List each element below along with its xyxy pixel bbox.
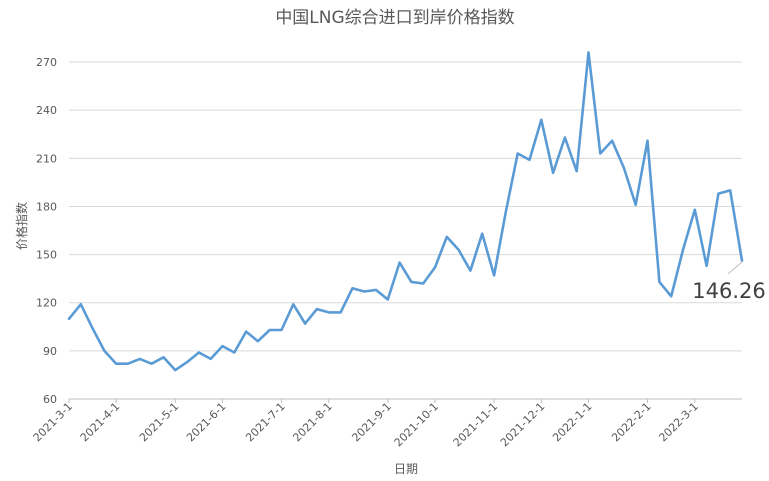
y-tick-label: 180 bbox=[36, 200, 57, 213]
x-tick-label: 2021-12-1 bbox=[498, 400, 547, 449]
series-line bbox=[67, 51, 744, 372]
x-tick-label: 2021-3-1 bbox=[31, 400, 76, 445]
x-tick-label: 2021-9-1 bbox=[349, 400, 394, 445]
grid-lines bbox=[69, 61, 742, 400]
chart-title: 中国LNG综合进口到岸价格指数 bbox=[275, 8, 514, 28]
y-tick-label: 120 bbox=[36, 297, 57, 310]
last-value-label: 146.26 bbox=[692, 279, 765, 303]
y-tick-label: 240 bbox=[36, 104, 57, 117]
y-axis-title: 价格指数 bbox=[14, 202, 29, 250]
y-tick-label: 210 bbox=[36, 152, 57, 165]
series-group bbox=[67, 51, 744, 372]
x-tick-label: 2022-3-1 bbox=[656, 400, 701, 445]
x-tick-label: 2021-4-1 bbox=[78, 400, 123, 445]
x-tick-label: 2021-11-1 bbox=[451, 400, 500, 449]
x-tick-label: 2021-10-1 bbox=[392, 400, 441, 449]
x-tick-label: 2022-2-1 bbox=[609, 400, 654, 445]
x-tick-label: 2021-5-1 bbox=[137, 400, 182, 445]
value-callout: 146.26 bbox=[692, 261, 766, 303]
callout-leader-line bbox=[727, 261, 743, 275]
y-axis-ticks: 60 90 120 150 180 210 240 270 bbox=[36, 56, 57, 406]
y-tick-label: 270 bbox=[36, 56, 57, 69]
x-tick-label: 2022-1-1 bbox=[550, 400, 595, 445]
x-tick-label: 2021-7-1 bbox=[243, 400, 288, 445]
y-tick-label: 150 bbox=[36, 249, 57, 262]
x-axis-ticks: 2021-3-1 2021-4-1 2021-5-1 2021-6-1 2021-7-1… bbox=[31, 399, 701, 449]
y-tick-label: 60 bbox=[43, 393, 57, 406]
x-axis-title: 日期 bbox=[394, 462, 418, 476]
y-tick-label: 90 bbox=[43, 345, 57, 358]
x-tick-label: 2021-8-1 bbox=[290, 400, 335, 445]
x-tick-label: 2021-6-1 bbox=[184, 400, 229, 445]
